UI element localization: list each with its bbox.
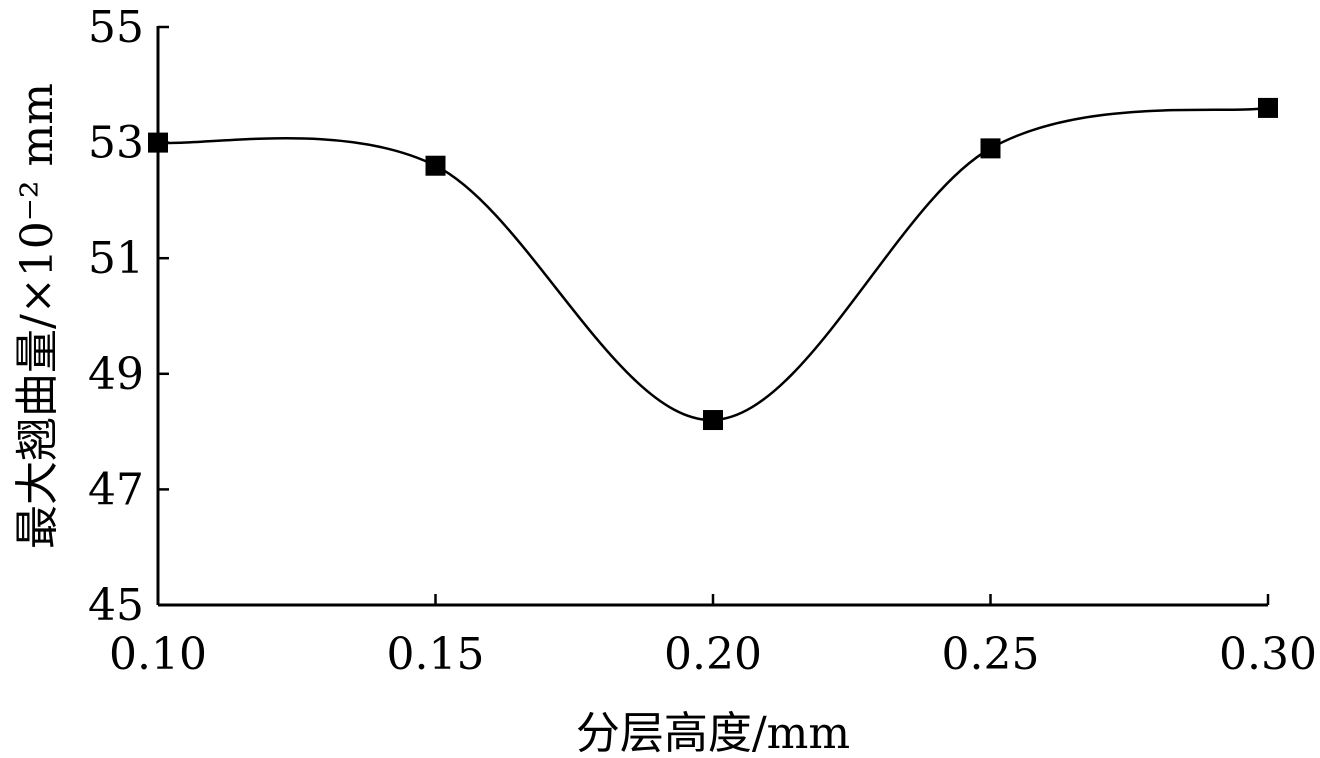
data-point-marker bbox=[1258, 97, 1278, 118]
data-point-marker bbox=[980, 138, 1001, 159]
series-line bbox=[157, 106, 1269, 422]
data-point-marker bbox=[148, 132, 168, 153]
x-tick-label: 0.20 bbox=[664, 629, 762, 680]
axes: 45 47 49 51 53 55 0.10 0.15 0.20 0.25 0.30 bbox=[88, 2, 1317, 680]
y-tick-label: 55 bbox=[88, 2, 144, 53]
x-tick-label: 0.25 bbox=[942, 629, 1040, 680]
y-tick-label: 47 bbox=[88, 464, 144, 515]
data-point-marker bbox=[703, 410, 723, 431]
x-axis-title: 分层高度/mm bbox=[576, 708, 850, 758]
y-tick-label: 51 bbox=[88, 233, 144, 284]
data-point-marker bbox=[425, 155, 446, 176]
y-tick-label: 53 bbox=[88, 118, 144, 169]
x-tick-label: 0.30 bbox=[1219, 629, 1317, 680]
series-markers bbox=[148, 97, 1278, 431]
x-tick-label: 0.10 bbox=[109, 629, 207, 680]
y-tick-label: 45 bbox=[88, 580, 144, 631]
x-tick-label: 0.15 bbox=[387, 629, 485, 680]
series-curve-layer bbox=[157, 106, 1269, 422]
y-axis-title: 最大翘曲量/×10⁻² mm bbox=[12, 83, 63, 549]
y-tick-label: 49 bbox=[88, 349, 144, 400]
